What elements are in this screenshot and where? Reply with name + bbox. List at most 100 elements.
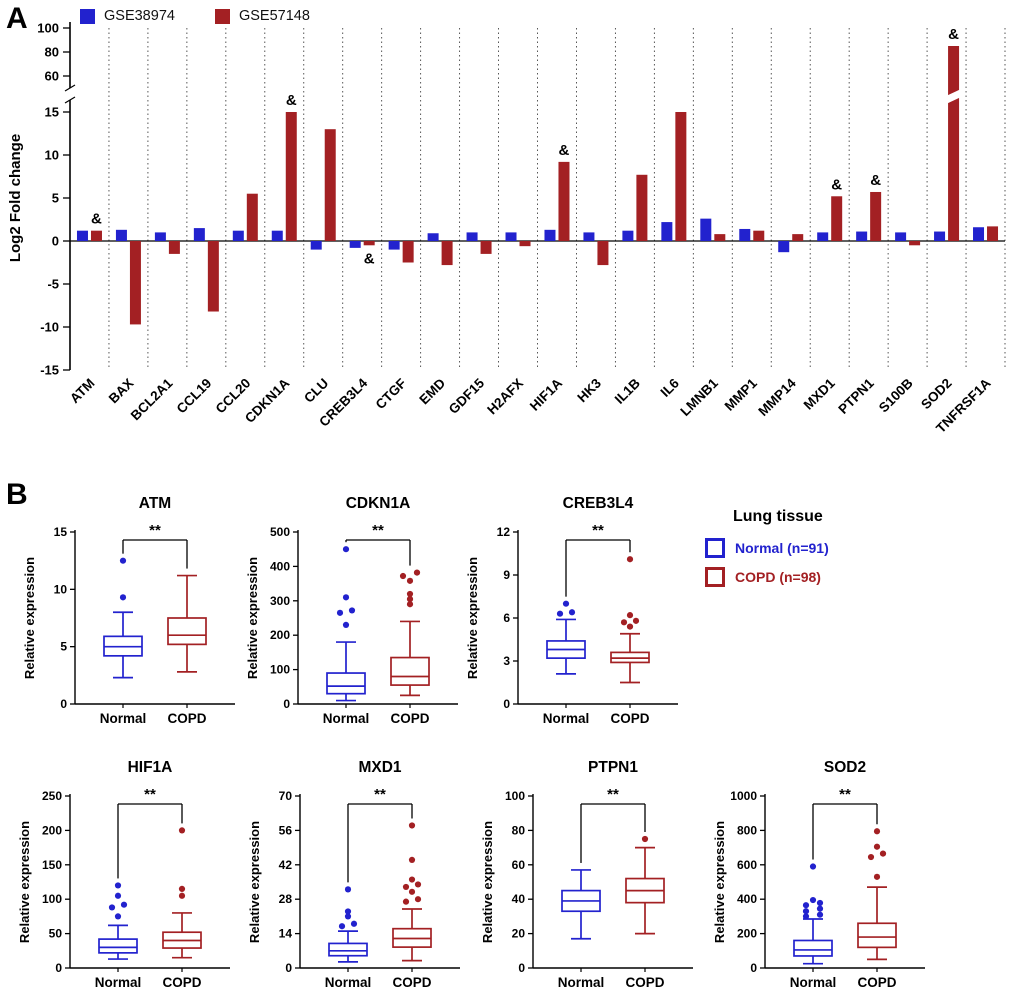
svg-text:150: 150 <box>42 858 62 872</box>
svg-text:0: 0 <box>518 961 525 975</box>
plot-axes: PTPN1 0 20 40 60 80 100 Relative expression <box>480 759 693 975</box>
svg-text:200: 200 <box>42 823 62 837</box>
svg-text:&: & <box>286 92 297 109</box>
y-axis: 60 80 100 -15 -10 -5 0 5 10 15 Log2 Fold change <box>7 21 1005 378</box>
svg-text:LMNB1: LMNB1 <box>677 375 721 419</box>
significance-annotations: & & & & & & & <box>91 26 959 267</box>
svg-text:100: 100 <box>270 663 290 677</box>
svg-text:COPD: COPD <box>857 975 896 990</box>
svg-text:20: 20 <box>512 927 526 941</box>
svg-text:1000: 1000 <box>730 789 757 803</box>
svg-text:COPD: COPD <box>167 711 206 726</box>
svg-text:-15: -15 <box>40 363 59 378</box>
svg-text:H2AFX: H2AFX <box>484 376 526 418</box>
significance-bracket: ** <box>580 786 646 863</box>
legend-item-normal: Normal (n=91) <box>705 538 935 558</box>
svg-text:60: 60 <box>45 69 59 84</box>
svg-text:Relative expression: Relative expression <box>712 821 727 943</box>
svg-text:**: ** <box>592 522 604 539</box>
svg-text:PTPN1: PTPN1 <box>835 375 877 417</box>
significance-bracket: ** <box>347 786 413 883</box>
normal-label: Normal (n=91) <box>735 540 829 556</box>
svg-text:Normal: Normal <box>323 711 370 726</box>
svg-text:50: 50 <box>49 927 63 941</box>
svg-text:500: 500 <box>270 525 290 539</box>
svg-text:CDKN1A: CDKN1A <box>346 495 411 512</box>
gse38974-label: GSE38974 <box>104 8 175 24</box>
svg-text:-5: -5 <box>47 277 59 292</box>
svg-text:5: 5 <box>52 191 59 206</box>
significance-bracket: ** <box>122 522 188 569</box>
legend-title: Lung tissue <box>733 508 823 525</box>
plot-axes: HIF1A 0 50 100 150 200 250 Relative expression <box>17 759 230 975</box>
svg-text:70: 70 <box>279 789 293 803</box>
box-copd: COPD <box>167 574 207 726</box>
svg-text:250: 250 <box>42 789 62 803</box>
panel-a-label: A <box>6 2 28 35</box>
svg-text:SOD2: SOD2 <box>824 759 866 776</box>
boxplot-mxd1: MXD1 0 14 28 42 56 70 Relative expression Normal… <box>247 759 460 990</box>
svg-text:HIF1A: HIF1A <box>128 759 173 776</box>
bars <box>76 46 999 325</box>
svg-text:12: 12 <box>497 525 511 539</box>
gse38974-swatch <box>80 8 95 24</box>
svg-text:100: 100 <box>37 21 59 36</box>
box-normal: Normal <box>558 869 605 990</box>
svg-text:IL6: IL6 <box>658 375 683 400</box>
svg-text:ATM: ATM <box>67 376 98 407</box>
panel-a-bar-chart: 60 80 100 -15 -10 -5 0 5 10 15 Log2 Fold change ATM… <box>7 21 1006 436</box>
svg-text:10: 10 <box>54 582 68 596</box>
copd-swatch <box>705 567 725 587</box>
svg-text:600: 600 <box>737 858 757 872</box>
svg-text:SOD2: SOD2 <box>918 376 955 413</box>
svg-text:MMP14: MMP14 <box>755 375 799 419</box>
svg-text:60: 60 <box>512 858 526 872</box>
svg-text:Relative expression: Relative expression <box>480 821 495 943</box>
svg-text:Normal: Normal <box>558 975 605 990</box>
svg-text:COPD: COPD <box>610 711 649 726</box>
svg-text:10: 10 <box>45 148 59 163</box>
svg-text:Relative expression: Relative expression <box>247 821 262 943</box>
svg-text:**: ** <box>839 786 851 803</box>
boxplot-hif1a: HIF1A 0 50 100 150 200 250 Relative expression N… <box>17 759 230 990</box>
boxplot-ptpn1: PTPN1 0 20 40 60 80 100 Relative expression Norm… <box>480 759 693 990</box>
box-copd: COPD <box>162 827 202 990</box>
svg-text:COPD: COPD <box>390 711 429 726</box>
svg-text:MXD1: MXD1 <box>801 375 838 412</box>
svg-text:0: 0 <box>750 961 757 975</box>
svg-text:400: 400 <box>270 559 290 573</box>
svg-text:Normal: Normal <box>543 711 590 726</box>
svg-text:COPD: COPD <box>625 975 664 990</box>
box-copd: COPD <box>857 828 897 990</box>
svg-text:PTPN1: PTPN1 <box>588 759 638 776</box>
svg-text:80: 80 <box>512 823 526 837</box>
svg-text:15: 15 <box>54 525 68 539</box>
svg-text:0: 0 <box>52 234 59 249</box>
normal-swatch <box>705 538 725 558</box>
box-normal: Normal <box>323 546 370 726</box>
significance-bracket: ** <box>812 786 878 860</box>
svg-text:HIF1A: HIF1A <box>527 375 565 413</box>
legend-item-copd: COPD (n=98) <box>705 567 935 587</box>
plot-axes: MXD1 0 14 28 42 56 70 Relative expression <box>247 759 460 975</box>
svg-text:MXD1: MXD1 <box>358 759 401 776</box>
svg-text:5: 5 <box>60 640 67 654</box>
plot-axes: CREB3L4 0 3 6 9 12 Relative expression <box>465 495 678 711</box>
svg-text:GDF15: GDF15 <box>446 375 488 417</box>
svg-text:100: 100 <box>42 892 62 906</box>
svg-text:**: ** <box>607 786 619 803</box>
svg-text:**: ** <box>149 522 161 539</box>
svg-text:&: & <box>870 172 881 189</box>
panel-a-legend: GSE38974 GSE57148 <box>80 8 310 24</box>
svg-text:200: 200 <box>737 927 757 941</box>
svg-text:400: 400 <box>737 892 757 906</box>
svg-text:EMD: EMD <box>416 375 448 407</box>
svg-text:0: 0 <box>503 697 510 711</box>
svg-text:Normal: Normal <box>100 711 147 726</box>
svg-text:56: 56 <box>279 823 293 837</box>
gse57148-swatch <box>214 8 230 24</box>
svg-text:**: ** <box>144 786 156 803</box>
svg-text:28: 28 <box>279 892 293 906</box>
svg-text:&: & <box>948 26 959 43</box>
